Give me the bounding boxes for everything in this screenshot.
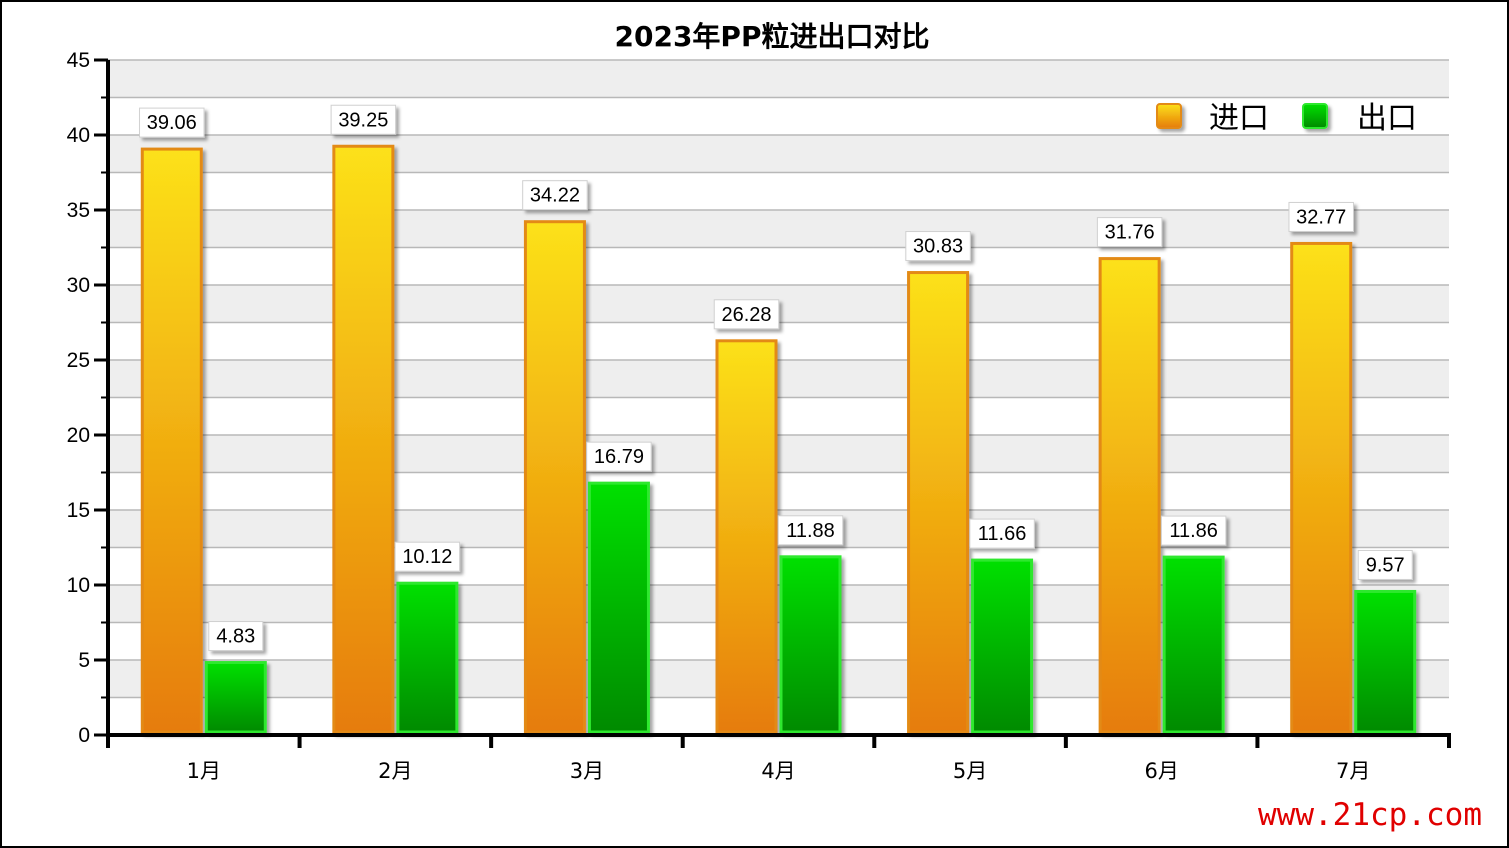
gridlines	[108, 59, 1449, 699]
data-label: 11.66	[978, 523, 1027, 545]
data-label-box	[1357, 549, 1413, 580]
bar-export	[204, 661, 267, 734]
data-label-box	[1160, 515, 1227, 546]
legend-label-export: 出口	[1357, 101, 1417, 136]
data-label-box	[208, 621, 264, 652]
y-tick-label: 20	[67, 424, 90, 447]
y-tick-label: 15	[67, 499, 90, 522]
bar-import	[907, 271, 970, 734]
plot-band	[108, 135, 1449, 173]
data-label: 16.79	[594, 446, 644, 468]
data-label-box	[1096, 217, 1163, 248]
data-label-box	[394, 541, 461, 572]
bar-import	[523, 220, 586, 734]
data-label-box	[522, 180, 588, 211]
bar-import	[332, 144, 395, 734]
data-label: 31.76	[1105, 222, 1155, 244]
data-label: 39.06	[147, 112, 197, 134]
x-category-label: 3月	[570, 759, 604, 783]
bar-import	[715, 339, 778, 734]
plot-background-bands	[108, 60, 1449, 698]
data-label-box	[1288, 201, 1354, 232]
x-category-label: 5月	[953, 759, 987, 783]
x-category-label: 1月	[187, 759, 221, 783]
data-label: 30.83	[913, 236, 963, 258]
data-label-box	[777, 515, 844, 546]
plot-band	[108, 585, 1449, 623]
bars	[140, 144, 1417, 734]
bar-export	[587, 481, 650, 734]
bar-import	[1290, 241, 1353, 734]
data-label: 39.25	[338, 109, 388, 131]
data-label: 26.28	[721, 304, 771, 326]
data-label-box	[905, 231, 971, 262]
data-label-box	[713, 299, 780, 330]
y-tick-label: 0	[78, 724, 90, 747]
data-label-box	[139, 107, 205, 138]
bar-export	[396, 581, 459, 734]
y-tick-label: 5	[78, 649, 90, 672]
plot-band	[108, 360, 1449, 398]
bar-import	[1098, 257, 1161, 734]
y-tick-label: 45	[67, 49, 90, 72]
x-category-label: 2月	[378, 759, 412, 783]
data-label: 11.86	[1169, 520, 1218, 542]
legend-swatch-export	[1302, 103, 1328, 129]
data-label-box	[586, 441, 652, 472]
bar-export	[1162, 555, 1225, 734]
data-labels: 39.06 4.83 39.25 10.12 34.22 16.79 26.28 11.88 3…	[139, 104, 1413, 652]
plot-band	[108, 60, 1449, 98]
legend: 进口 出口	[1156, 101, 1417, 136]
legend-swatch-import	[1156, 103, 1182, 129]
plot-band	[108, 210, 1449, 248]
data-label-box	[969, 518, 1035, 549]
axes: 0 5 10 15 20 25 30 35 40 45 1月 2月 3月 4月 5月 6月 7月	[67, 49, 1451, 783]
chart-title: 2023年PP粒进出口对比	[615, 20, 930, 53]
data-label: 34.22	[530, 185, 580, 207]
plot-band	[108, 660, 1449, 698]
y-tick-label: 10	[67, 574, 90, 597]
y-tick-label: 35	[67, 199, 90, 222]
data-label: 11.88	[786, 520, 835, 542]
legend-label-import: 进口	[1209, 101, 1269, 136]
x-category-label: 6月	[1144, 759, 1178, 783]
data-label: 9.57	[1366, 554, 1405, 576]
data-label: 4.83	[216, 626, 255, 648]
bar-export	[971, 558, 1034, 734]
plot-band	[108, 435, 1449, 473]
data-label-box	[330, 104, 397, 135]
bar-export	[1354, 589, 1417, 734]
y-tick-label: 25	[67, 349, 90, 372]
x-category-label: 7月	[1336, 759, 1370, 783]
x-category-label: 4月	[761, 759, 795, 783]
y-tick-label: 40	[67, 124, 90, 147]
data-label: 32.77	[1296, 206, 1346, 228]
bar-import	[140, 147, 203, 734]
watermark: www.21cp.com	[1258, 797, 1482, 833]
bar-export	[779, 555, 842, 734]
data-label: 10.12	[402, 546, 452, 568]
y-tick-label: 30	[67, 274, 90, 297]
